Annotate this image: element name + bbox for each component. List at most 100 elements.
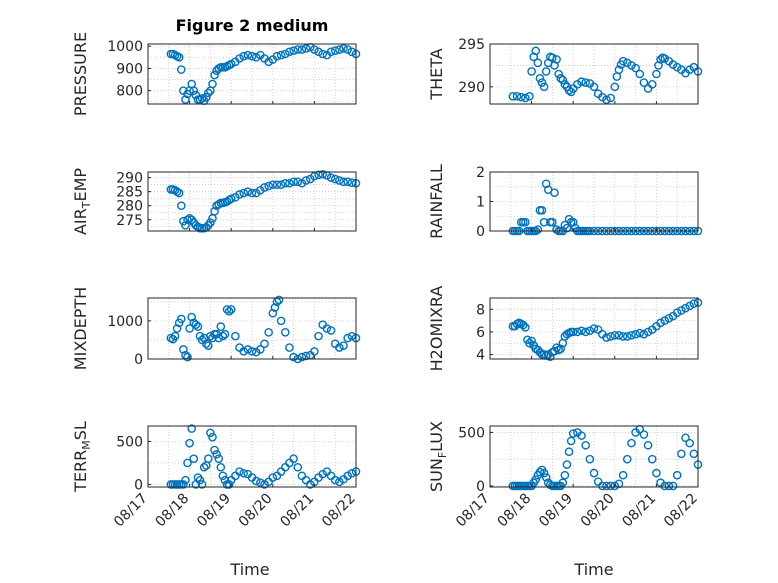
data-point [335,176,344,185]
data-point [577,326,586,336]
data-point [518,320,528,330]
data-point [179,480,188,489]
data-point [235,190,244,199]
subplot-6: 4 6 8 H2OMIXRA [427,286,703,371]
data-point [204,454,213,463]
data-point [602,333,611,342]
data-point [347,178,357,187]
data-point [614,65,624,75]
data-point [210,445,219,455]
data-point [512,91,522,101]
data-point [568,327,578,337]
data-point [181,95,190,104]
y-tick-label: 1000 [107,39,143,55]
data-point [614,330,624,340]
data-point [668,481,678,491]
data-point [191,320,201,329]
data-point [170,331,180,341]
data-point [201,339,211,349]
data-point [539,82,549,92]
data-point [343,333,352,343]
data-point [326,47,336,57]
data-point [297,352,307,362]
data-point [602,95,611,105]
data-point [677,306,686,315]
data-point [581,440,590,450]
data-point [525,338,534,348]
data-point [176,65,186,74]
data-point [639,329,649,339]
y-tick-label: 280 [116,199,143,215]
data-point [339,177,348,187]
data-point [226,305,236,314]
x-tick-label: 08/19 [536,491,576,531]
data-point [226,194,236,203]
data-point [552,55,561,64]
data-point [276,316,286,326]
data-point [343,177,352,187]
data-point [541,67,551,76]
data-point [681,303,690,313]
data-point [343,45,352,54]
data-point [527,67,536,76]
y-axis-label: SUNFLUX [427,421,449,492]
data-point [310,171,319,181]
data-point [564,447,574,456]
data-point [220,329,230,339]
data-point [643,327,653,337]
y-tick-label: 295 [458,37,485,53]
data-point [197,94,207,103]
data-point [548,217,557,227]
data-point [256,345,265,354]
data-point [339,44,348,53]
x-tick-label: 08/21 [277,491,317,531]
data-point [627,438,636,448]
data-point [546,352,555,362]
data-point [643,440,653,450]
data-point [289,454,298,463]
data-point [280,49,290,59]
data-point [239,51,248,61]
data-point [652,468,661,478]
data-point [330,174,340,184]
data-point [235,467,244,476]
data-point [272,51,282,61]
data-point [235,54,244,63]
data-point [222,305,232,314]
data-point [204,88,213,98]
data-point [335,45,344,54]
y-axis-label: MIXDEPTH [71,287,90,370]
data-point [218,471,228,481]
data-point [187,312,196,322]
data-point [289,352,298,362]
data-point [606,481,615,491]
data-point [539,217,549,227]
data-point [533,58,543,68]
data-point [598,481,607,491]
data-point [310,45,319,54]
data-point [174,53,184,62]
x-tick-label: 08/17 [453,491,493,531]
data-point [610,330,620,340]
x-tick-label: 08/20 [578,491,618,531]
data-point [239,468,248,478]
x-tick-label: 08/18 [153,491,193,531]
axes-frame [147,297,357,360]
data-point [618,56,628,66]
data-point [585,326,595,336]
data-point [622,454,632,464]
data-point [622,332,632,341]
data-point [214,454,224,463]
data-point [639,430,649,439]
data-point [585,454,595,464]
data-point [664,481,674,491]
data-point [602,481,611,491]
data-point [206,218,215,227]
data-point [335,343,344,352]
data-point [656,55,665,64]
data-point [568,429,578,438]
data-point [660,316,670,325]
data-point [581,78,590,87]
data-point [289,177,298,187]
data-point [224,307,234,316]
